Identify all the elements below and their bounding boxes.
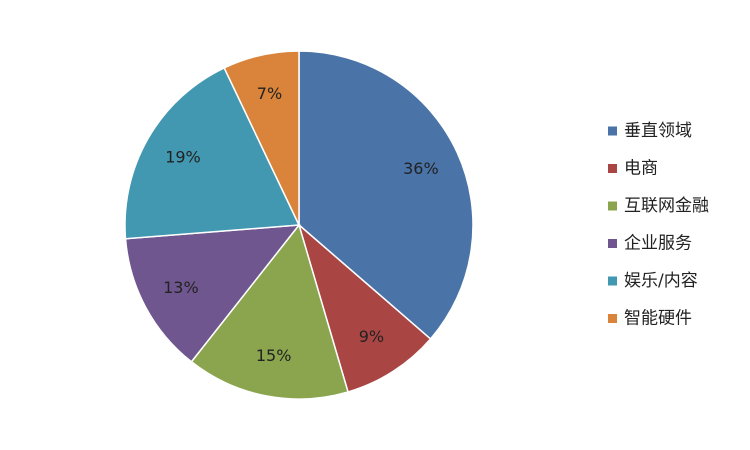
data-label: 36%: [403, 159, 439, 178]
pie-slice: [124, 66, 301, 240]
data-label: 15%: [256, 346, 292, 365]
pie-slice: [298, 50, 474, 341]
pie-slice: [223, 50, 300, 226]
legend-swatch: [608, 314, 617, 323]
pie-slice: [190, 223, 349, 400]
legend-swatch: [608, 276, 617, 286]
legend-swatch: [608, 126, 617, 136]
data-label: 19%: [165, 148, 201, 167]
legend-swatch: [608, 164, 617, 173]
legend-label: 娱乐/内容: [624, 271, 698, 291]
legend-label: 互联网金融: [624, 196, 709, 216]
data-label: 13%: [163, 278, 199, 297]
legend-label: 垂直领域: [624, 121, 692, 141]
legend-label: 智能硬件: [624, 309, 692, 329]
pie-slice: [297, 222, 432, 393]
legend-swatch: [608, 201, 617, 211]
data-label: 7%: [257, 84, 282, 103]
pie-slice: [124, 224, 301, 363]
legend-label: 企业服务: [624, 234, 692, 254]
legend-swatch: [608, 239, 617, 248]
data-label: 9%: [359, 327, 384, 346]
legend-label: 电商: [624, 159, 658, 179]
